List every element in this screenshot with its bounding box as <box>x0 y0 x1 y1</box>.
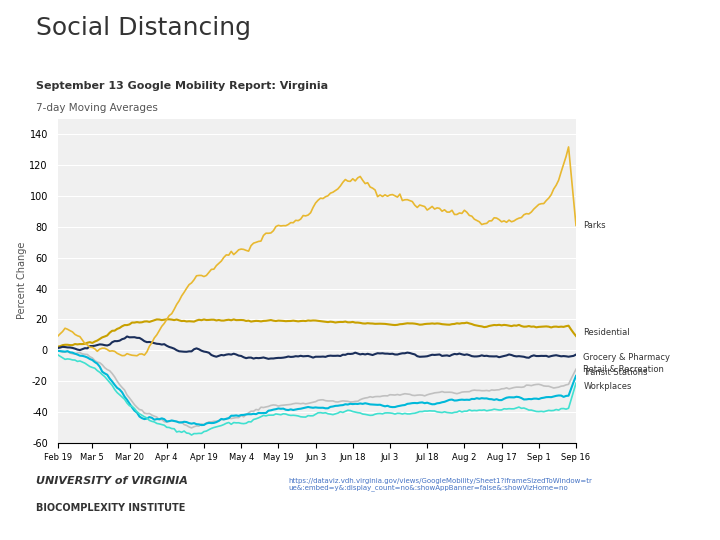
Text: September 13 Google Mobility Report: Virginia: September 13 Google Mobility Report: Vir… <box>36 81 328 91</box>
Text: Parks: Parks <box>583 221 606 230</box>
Text: Retail & Recreation: Retail & Recreation <box>583 364 665 374</box>
Text: https://dataviz.vdh.virginia.gov/views/GoogleMobility/Sheet1?iframeSizedToWindow: https://dataviz.vdh.virginia.gov/views/G… <box>288 478 592 491</box>
Text: Residential: Residential <box>583 328 630 338</box>
Text: Social Distancing: Social Distancing <box>36 16 251 40</box>
Text: 7-day Moving Averages: 7-day Moving Averages <box>36 103 158 113</box>
Text: UNIVERSITY of VIRGINIA: UNIVERSITY of VIRGINIA <box>36 476 188 486</box>
Text: Workplaces: Workplaces <box>583 382 632 391</box>
Text: BIOCOMPLEXITY INSTITUTE: BIOCOMPLEXITY INSTITUTE <box>36 503 185 513</box>
Text: Transit Stations: Transit Stations <box>583 368 648 377</box>
Text: Grocery & Pharmacy: Grocery & Pharmacy <box>583 353 670 362</box>
Y-axis label: Percent Change: Percent Change <box>17 242 27 320</box>
